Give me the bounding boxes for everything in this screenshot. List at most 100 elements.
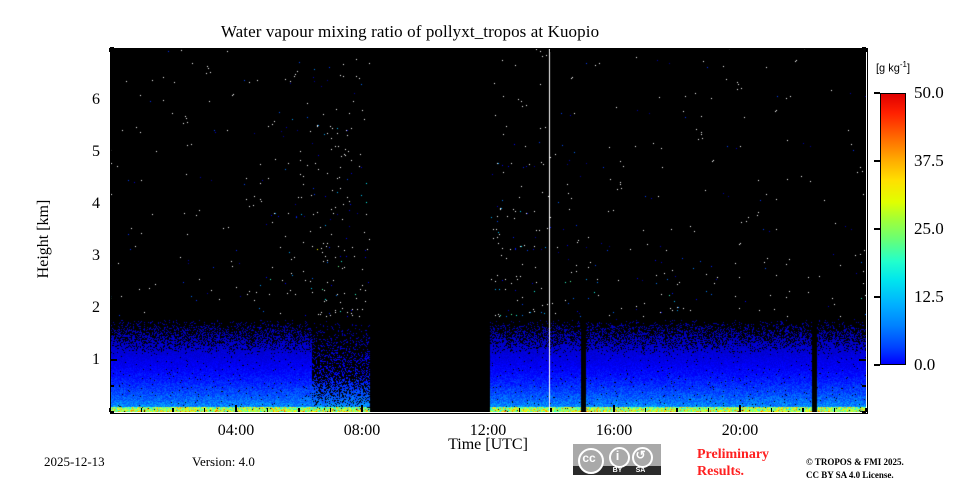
x-tick-2 (172, 408, 174, 412)
y-tick-label-4: 5 (92, 143, 100, 160)
y-tick-right-3.5 (862, 229, 866, 231)
cc-sa-label: SA (635, 467, 646, 474)
y-tick-5 (110, 151, 117, 153)
x-tick-top-20 (739, 48, 741, 55)
y-tick-right-7 (862, 47, 866, 49)
x-tick-6 (298, 408, 300, 412)
cc-sa-share-icon: ↺ (635, 448, 646, 462)
x-tick-14 (550, 408, 552, 412)
x-tick-top-1 (140, 48, 143, 52)
y-tick-label-1: 2 (92, 299, 100, 316)
x-tick-top-0 (109, 48, 111, 52)
x-tick-label-3: 16:00 (595, 422, 633, 439)
x-tick-top-7 (329, 48, 332, 52)
colorbar-tick-3 (874, 160, 880, 162)
x-tick-top-9 (392, 48, 395, 52)
x-tick-1 (140, 408, 143, 412)
preliminary-line-1: Preliminary (697, 447, 770, 462)
x-tick-top-5 (266, 48, 269, 52)
x-tick-top-19 (707, 48, 710, 52)
y-tick-3 (110, 255, 117, 257)
y-tick-2 (110, 307, 117, 309)
y-tick-right-0.5 (862, 385, 866, 387)
x-tick-7 (329, 408, 332, 412)
y-tick-6 (110, 99, 117, 101)
x-tick-23 (833, 408, 836, 412)
x-tick-19 (707, 408, 710, 412)
y-tick-right-0 (862, 411, 866, 413)
x-tick-15 (581, 408, 584, 412)
colorbar-gradient (880, 93, 906, 365)
x-tick-top-18 (676, 48, 678, 52)
colorbar-tick-label-1: 12.5 (914, 287, 944, 306)
x-tick-12 (487, 405, 489, 412)
x-tick-18 (676, 408, 678, 412)
x-tick-top-14 (550, 48, 552, 52)
preliminary-line-2: Results. (697, 463, 745, 479)
preliminary-results-notice: Preliminary Results. (697, 447, 817, 480)
x-tick-20 (739, 405, 741, 412)
y-tick-4.5 (110, 177, 114, 179)
cc-circle-icon (578, 448, 604, 474)
y-tick-right-4.5 (862, 177, 866, 179)
x-tick-17 (644, 408, 647, 412)
y-tick-label-2: 3 (92, 247, 100, 264)
x-tick-top-4 (235, 48, 237, 55)
x-tick-5 (266, 408, 269, 412)
y-tick-0 (110, 411, 114, 413)
y-tick-label-3: 4 (92, 195, 100, 212)
y-tick-1 (110, 359, 117, 361)
x-tick-top-12 (487, 48, 489, 55)
x-tick-top-8 (361, 48, 363, 55)
x-tick-top-11 (455, 48, 458, 52)
y-tick-right-2.5 (862, 281, 866, 283)
y-tick-3.5 (110, 229, 114, 231)
cc-glyph: cc (582, 451, 596, 465)
x-tick-label-0: 04:00 (217, 422, 255, 439)
colorbar-tick-label-0: 0.0 (914, 355, 936, 374)
x-tick-9 (392, 408, 395, 412)
x-tick-top-17 (644, 48, 647, 52)
colorbar-tick-2 (874, 228, 880, 230)
colorbar-unit-text: [g kg (876, 62, 900, 75)
colorbar: 0.0 12.5 25.0 37.5 50.0 (874, 83, 944, 374)
x-tick-8 (361, 405, 363, 412)
copyright-line-2: CC BY SA 4.0 License. (806, 470, 894, 481)
y-axis-title: Height [km] (35, 199, 52, 279)
y-tick-label-5: 6 (92, 91, 100, 108)
y-tick-right-4 (859, 203, 866, 205)
y-tick-right-6.5 (862, 73, 866, 75)
x-tick-top-13 (518, 48, 521, 52)
colorbar-unit-exponent: -1 (899, 60, 907, 69)
x-tick-22 (802, 408, 804, 412)
x-tick-4 (235, 405, 237, 412)
colorbar-unit-bracket: ] (906, 62, 911, 75)
y-tick-right-2 (859, 307, 866, 309)
colorbar-tick-label-4: 50.0 (914, 83, 944, 102)
x-tick-top-15 (581, 48, 584, 52)
x-tick-top-21 (770, 48, 773, 52)
y-tick-7 (110, 47, 114, 49)
y-tick-6.5 (110, 73, 114, 75)
cc-license-badge[interactable]: cc i ↺ BY SA (573, 444, 661, 475)
y-tick-right-3 (859, 255, 866, 257)
y-tick-2.5 (110, 281, 114, 283)
y-tick-0.5 (110, 385, 114, 387)
footer-date: 2025-12-13 (44, 454, 105, 469)
colorbar-tick-0 (874, 364, 880, 366)
y-tick-4 (110, 203, 117, 205)
cc-sa-circle-icon (632, 447, 653, 468)
colorbar-unit-label: [g kg-1] (876, 60, 910, 75)
heatmap-plot-area (110, 48, 866, 412)
x-tick-top-6 (298, 48, 300, 52)
x-tick-label-2: 12:00 (469, 422, 507, 439)
x-tick-0 (109, 408, 111, 412)
heatmap-canvas (110, 48, 866, 412)
colorbar-tick-4 (874, 92, 880, 94)
x-tick-21 (770, 408, 773, 412)
y-tick-right-6 (859, 99, 866, 101)
y-tick-right-5.5 (862, 125, 866, 127)
tick-container (109, 47, 867, 413)
footer-version: Version: 4.0 (192, 454, 255, 469)
y-tick-label-0: 1 (92, 351, 100, 368)
